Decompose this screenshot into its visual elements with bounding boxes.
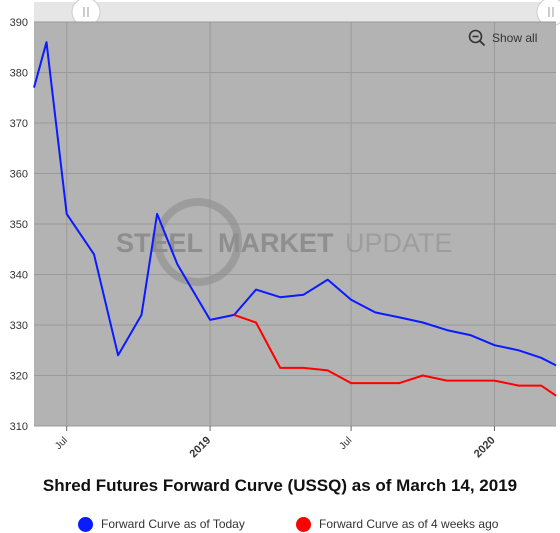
legend-item-today[interactable]: Forward Curve as of Today: [78, 515, 245, 533]
chart-title: Shred Futures Forward Curve (USSQ) as of…: [42, 476, 518, 495]
x-tick-label: 2019: [188, 434, 214, 460]
y-axis: 310 320 330 340 350 360 370 380 390: [10, 17, 28, 433]
y-tick-label: 390: [10, 17, 28, 29]
zoom-out-icon: [468, 29, 486, 47]
y-tick-label: 330: [10, 320, 28, 332]
svg-text:MARKET: MARKET: [218, 228, 334, 258]
series-line-today[interactable]: [33, 41, 557, 367]
legend-label-4-weeks-ago: Forward Curve as of 4 weeks ago: [319, 517, 499, 531]
y-tick-label: 370: [10, 118, 28, 130]
show-all-label: Show all: [492, 31, 538, 45]
navigator-strip[interactable]: [34, 2, 556, 22]
series-layer: [33, 41, 557, 397]
y-tick-label: 380: [10, 68, 28, 80]
svg-text:UPDATE: UPDATE: [345, 228, 453, 258]
x-axis: Jul 2019 Jul 2020: [53, 426, 498, 460]
y-tick-label: 310: [10, 421, 28, 433]
grid: [34, 21, 556, 427]
legend-label-today: Forward Curve as of Today: [101, 517, 245, 531]
y-tick-label: 350: [10, 219, 28, 231]
show-all-button[interactable]: Show all: [468, 29, 537, 47]
y-tick-label: 340: [10, 270, 28, 282]
watermark-logo: STEEL MARKET UPDATE: [116, 198, 453, 286]
legend-item-4-weeks-ago[interactable]: Forward Curve as of 4 weeks ago: [296, 515, 498, 533]
series-line-4-weeks-ago[interactable]: [233, 313, 557, 397]
svg-text:STEEL: STEEL: [116, 228, 203, 258]
x-tick-label: Jul: [53, 435, 70, 452]
x-tick-label: Jul: [338, 435, 355, 452]
legend: Forward Curve as of Today Forward Curve …: [0, 515, 560, 533]
legend-marker-4-weeks-ago: [296, 516, 311, 532]
y-tick-label: 360: [10, 169, 28, 181]
y-tick-label: 320: [10, 371, 28, 383]
legend-marker-today: [78, 516, 93, 532]
x-tick-label: 2020: [472, 434, 498, 460]
